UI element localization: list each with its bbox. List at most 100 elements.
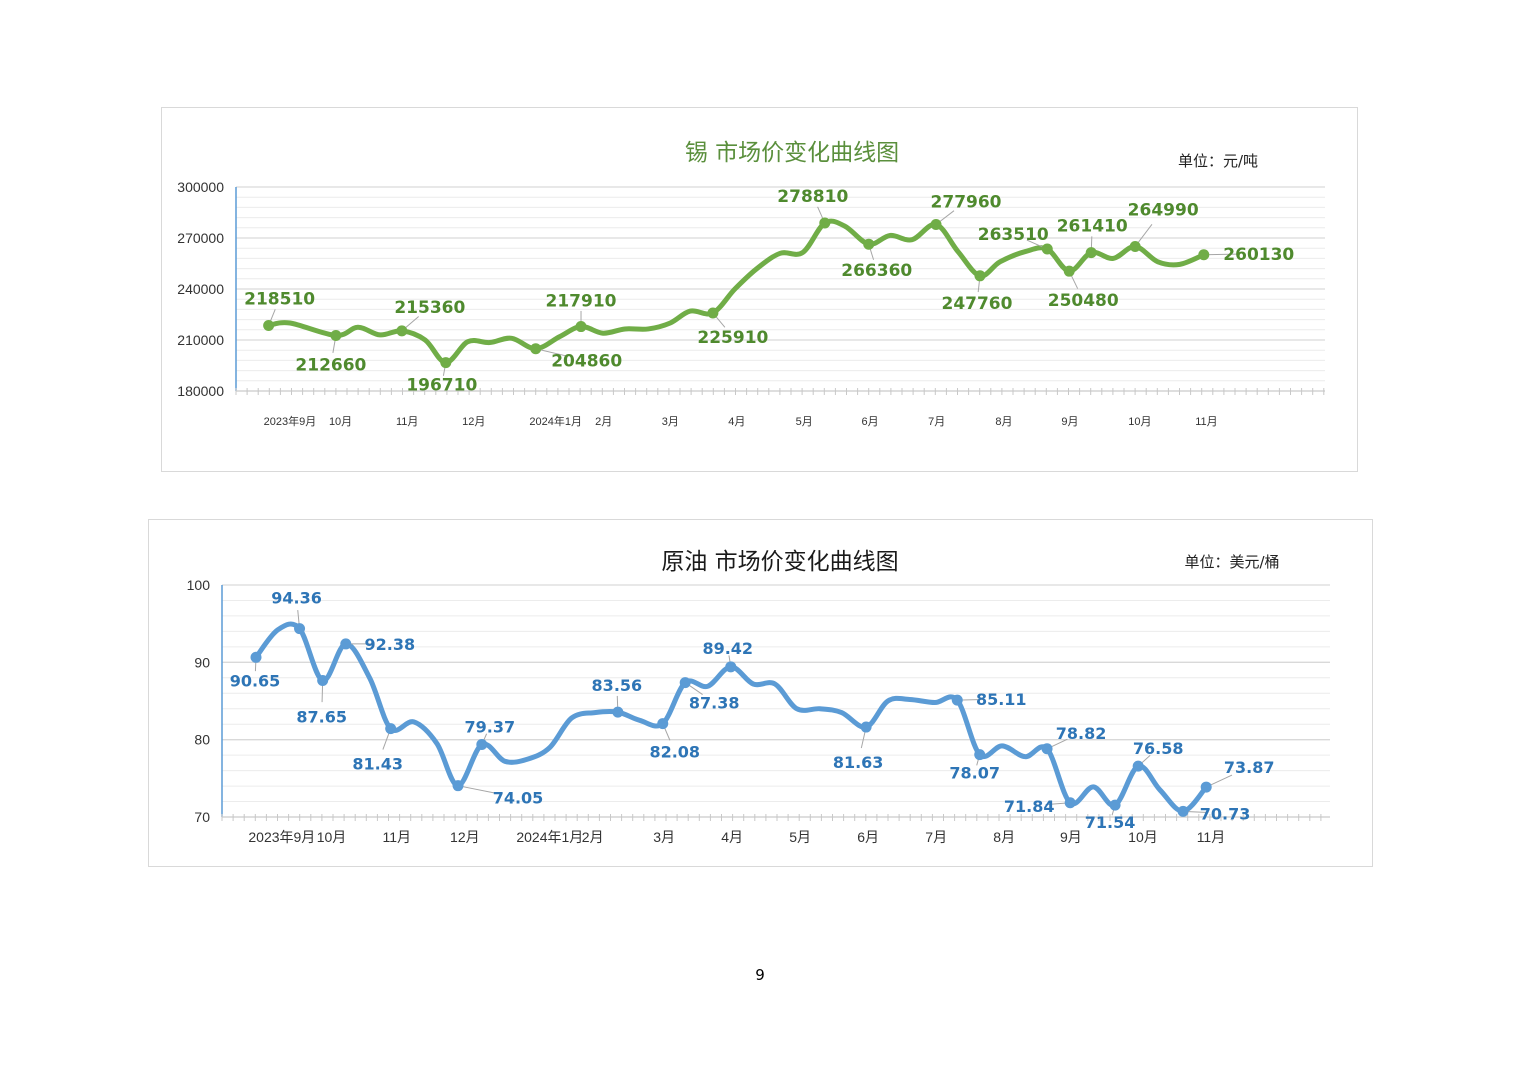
x-tick-label: 8月 — [993, 829, 1015, 845]
tin-data-point — [707, 307, 719, 319]
tin-data-point — [974, 270, 986, 282]
crude-oil-data-point — [974, 749, 986, 761]
crude-oil-data-label: 74.05 — [493, 789, 544, 808]
crude-oil-data-point — [657, 718, 669, 730]
crude-oil-data-point — [250, 651, 262, 663]
crude-oil-data-label: 79.37 — [465, 718, 516, 737]
x-tick-label: 11月 — [1195, 416, 1217, 428]
tin-data-point — [396, 325, 408, 337]
crude-oil-data-label: 94.36 — [271, 589, 322, 608]
x-tick-label: 12月 — [450, 829, 480, 845]
x-tick-label: 5月 — [796, 416, 813, 428]
crude-oil-data-label: 78.07 — [949, 764, 1000, 783]
tin-data-point — [1129, 241, 1141, 253]
tin-data-label: 218510 — [244, 290, 315, 310]
x-tick-label: 2月 — [582, 829, 604, 845]
crude-oil-data-point — [1132, 760, 1144, 772]
tin-data-point — [1085, 247, 1097, 259]
crude-oil-data-label: 83.56 — [592, 676, 643, 695]
x-tick-label: 10月 — [329, 416, 352, 428]
tin-data-point — [1198, 249, 1210, 261]
y-tick-label: 300000 — [177, 179, 224, 195]
tin-data-label: 264990 — [1128, 201, 1199, 221]
tin-data-label: 225910 — [697, 328, 768, 348]
tin-data-label: 266360 — [841, 261, 912, 281]
crude-oil-data-label: 87.38 — [689, 694, 740, 713]
tin-data-point — [575, 321, 587, 333]
x-tick-label: 8月 — [995, 416, 1012, 428]
x-tick-label: 11月 — [1197, 829, 1226, 845]
crude-oil-data-label: 71.54 — [1085, 813, 1136, 832]
tin-data-point — [930, 218, 942, 230]
tin-data-point — [1041, 243, 1053, 255]
x-tick-label: 9月 — [1061, 416, 1078, 428]
tin-data-label: 261410 — [1057, 217, 1128, 237]
x-tick-label: 3月 — [653, 829, 675, 845]
crude-oil-data-point — [612, 706, 624, 718]
crude-oil-data-label: 82.08 — [649, 743, 700, 762]
page-number: 9 — [755, 966, 765, 984]
x-tick-label: 2024年1月 — [516, 829, 583, 845]
x-tick-label: 4月 — [728, 416, 745, 428]
tin-data-point — [530, 343, 542, 355]
tin-data-point — [1063, 265, 1075, 277]
crude-oil-data-label: 89.42 — [702, 639, 753, 658]
tin-data-point — [330, 329, 342, 341]
tin-chart-unit: 单位：元/吨 — [1177, 152, 1259, 170]
x-tick-label: 10月 — [1128, 829, 1158, 845]
tin-data-point — [440, 357, 452, 369]
y-tick-label: 70 — [194, 809, 210, 825]
crude-oil-data-label: 81.43 — [352, 755, 403, 774]
tin-data-label: 250480 — [1048, 291, 1119, 311]
y-tick-label: 210000 — [177, 332, 224, 348]
tin-data-label: 260130 — [1223, 245, 1294, 265]
crude-oil-data-label: 92.38 — [364, 635, 415, 654]
crude-oil-chart-unit: 单位：美元/桶 — [1184, 553, 1280, 571]
y-tick-label: 180000 — [177, 383, 224, 399]
data-label-leader — [1203, 253, 1237, 256]
y-tick-label: 240000 — [177, 281, 224, 297]
tin-data-point — [819, 217, 831, 229]
crude-oil-chart-title: 原油 市场价变化曲线图 — [661, 549, 899, 575]
tin-data-label: 277960 — [931, 192, 1002, 212]
tin-data-point — [263, 320, 275, 332]
crude-oil-data-point — [860, 721, 872, 733]
x-tick-label: 2023年9月 — [264, 414, 317, 428]
x-tick-label: 2024年1月 — [529, 414, 582, 428]
crude-oil-data-label: 73.87 — [1224, 758, 1275, 777]
crude-oil-data-label: 85.11 — [976, 690, 1027, 709]
y-tick-label: 270000 — [177, 230, 224, 246]
x-tick-label: 3月 — [662, 416, 679, 428]
tin-data-label: 212660 — [295, 355, 366, 375]
x-tick-label: 10月 — [317, 829, 347, 845]
x-tick-label: 5月 — [789, 829, 811, 845]
x-tick-label: 2023年9月 — [248, 829, 315, 845]
crude-oil-data-point — [452, 780, 464, 792]
data-label-leader — [457, 785, 495, 794]
x-tick-label: 11月 — [383, 829, 412, 845]
tin-data-label: 247760 — [941, 294, 1012, 314]
x-tick-label: 9月 — [1060, 829, 1082, 845]
crude-oil-data-point — [317, 675, 329, 687]
crude-oil-data-label: 87.65 — [296, 708, 347, 727]
crude-oil-data-label: 71.84 — [1004, 797, 1055, 816]
tin-data-label: 204860 — [551, 352, 622, 372]
crude-oil-data-point — [476, 739, 488, 751]
tin-data-label: 215360 — [394, 298, 465, 318]
x-tick-label: 6月 — [857, 829, 879, 845]
tin-data-label: 263510 — [978, 225, 1049, 245]
crude-oil-data-point — [1064, 797, 1076, 809]
tin-data-label: 217910 — [546, 292, 617, 312]
crude-oil-data-point — [294, 623, 306, 635]
x-tick-label: 12月 — [462, 416, 485, 428]
crude-oil-data-point — [725, 661, 737, 673]
crude-oil-data-point — [679, 677, 691, 689]
crude-oil-data-point — [385, 723, 397, 735]
x-tick-label: 6月 — [862, 416, 879, 428]
crude-oil-data-label: 76.58 — [1133, 739, 1184, 758]
crude-oil-data-point — [1041, 743, 1053, 755]
x-tick-label: 2月 — [595, 416, 612, 428]
crude-oil-data-label: 81.63 — [833, 753, 884, 772]
tin-chart-title: 锡 市场价变化曲线图 — [684, 140, 900, 166]
